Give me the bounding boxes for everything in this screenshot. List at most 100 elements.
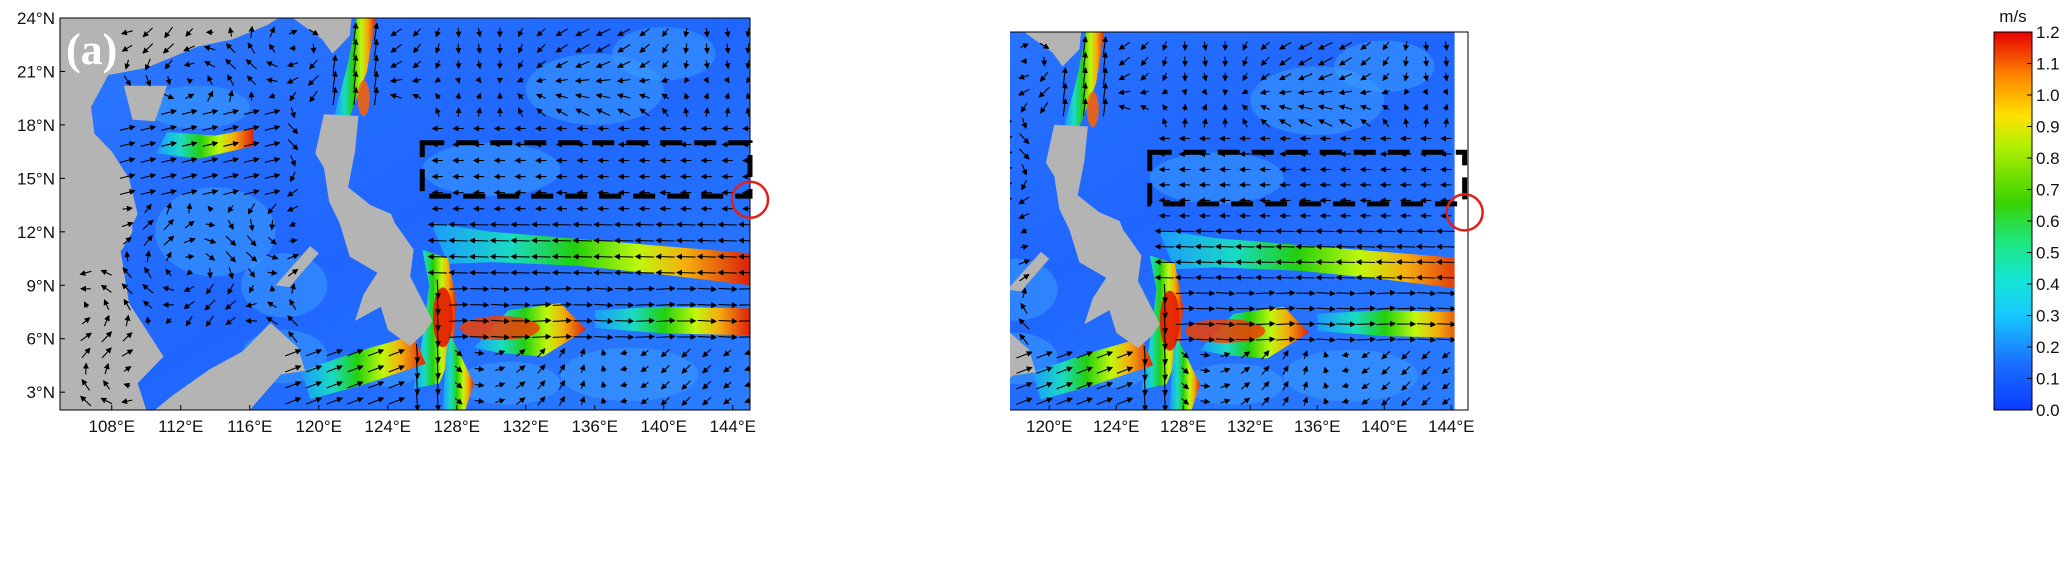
velocity-arrow [427,269,448,276]
velocity-arrow [81,317,91,325]
velocity-arrow [412,93,422,100]
velocity-arrow [162,43,175,54]
velocity-arrow [1154,228,1175,235]
velocity-arrow [373,22,380,42]
velocity-arrow [1016,381,1033,390]
velocity-arrow [661,93,670,100]
velocity-arrow [119,173,136,179]
velocity-arrow [120,29,133,36]
velocity-arrow [248,25,255,38]
velocity-arrow [1261,365,1270,375]
velocity-arrow [634,221,655,228]
velocity-arrow [639,60,650,68]
velocity-arrow [427,237,448,244]
velocity-arrow [181,173,198,179]
velocity-arrow [574,77,590,84]
velocity-arrow [1421,366,1431,375]
velocity-arrow [594,286,614,293]
velocity-arrow [1297,73,1313,81]
velocity-arrow [266,301,277,308]
velocity-arrow [1174,274,1195,281]
velocity-arrow [243,140,260,147]
velocity-arrow [1355,274,1376,281]
velocity-arrow [455,92,462,100]
velocity-arrow [100,284,112,293]
velocity-arrow [101,347,112,359]
velocity-arrow [267,203,277,215]
velocity-arrow [555,77,568,84]
velocity-arrow [1235,243,1255,250]
velocity-arrow [454,365,463,373]
velocity-arrow [662,27,669,38]
velocity-arrow [1421,381,1431,391]
velocity-arrow [558,379,566,390]
velocity-arrow [474,349,485,356]
velocity-arrow [1338,89,1353,96]
velocity-arrow [1201,72,1208,82]
current-core [1159,290,1180,351]
velocity-arrow [1195,305,1216,312]
land-mass [1010,251,1050,292]
velocity-arrow [165,251,172,262]
velocity-arrow [1162,283,1169,304]
colorbar-unit: m/s [1999,7,2026,26]
lon-tick-label: 144°E [709,417,756,436]
velocity-arrow [510,269,530,276]
velocity-arrow [286,188,299,197]
velocity-arrow [510,237,530,244]
velocity-arrow [1018,73,1030,80]
velocity-arrow [696,237,717,244]
velocity-arrow [1341,398,1350,404]
velocity-arrow [1297,104,1313,111]
velocity-arrow [205,252,216,261]
velocity-arrow [634,237,655,244]
velocity-arrow [702,348,712,358]
velocity-arrow [1356,320,1376,327]
velocity-arrow [435,60,441,70]
velocity-arrow [1102,66,1109,86]
eddy-patch [612,26,716,81]
velocity-arrow [1018,213,1030,219]
velocity-arrow [1323,397,1330,405]
velocity-arrow [1201,88,1208,96]
velocity-arrow [1441,351,1451,359]
velocity-arrow [1175,336,1196,343]
velocity-arrow [185,28,194,37]
velocity-arrow [1118,73,1131,81]
velocity-arrow [290,107,296,119]
velocity-arrow [1056,351,1073,359]
velocity-arrow [1240,351,1251,359]
velocity-arrow [265,61,278,68]
velocity-arrow [616,93,631,99]
velocity-arrow [142,43,154,54]
land-mass [1024,32,1082,67]
velocity-arrow [531,253,551,260]
velocity-arrow [517,93,524,100]
velocity-arrow [1081,51,1088,70]
velocity-arrow [1140,56,1149,67]
velocity-arrow [746,76,750,84]
velocity-arrow [448,221,468,228]
velocity-arrow [389,77,403,84]
velocity-arrow [1381,381,1391,391]
velocity-arrow [593,221,613,228]
velocity-arrow [516,381,526,389]
velocity-arrow [1375,228,1396,235]
velocity-arrow [143,234,153,247]
velocity-arrow [697,302,718,309]
velocity-arrow [352,54,359,74]
velocity-arrow [655,269,675,276]
velocity-arrow [140,157,157,163]
velocity-arrow [696,221,717,228]
velocity-arrow [516,349,526,357]
land-mass [292,18,352,54]
velocity-arrow [595,28,611,36]
velocity-arrow [536,28,546,37]
velocity-arrow [532,301,552,308]
velocity-arrow [1061,82,1068,101]
velocity-arrow [655,253,675,260]
velocity-arrow [1194,274,1215,281]
velocity-arrow [1336,305,1356,312]
velocity-arrow [1443,41,1450,51]
velocity-arrow [289,283,296,294]
